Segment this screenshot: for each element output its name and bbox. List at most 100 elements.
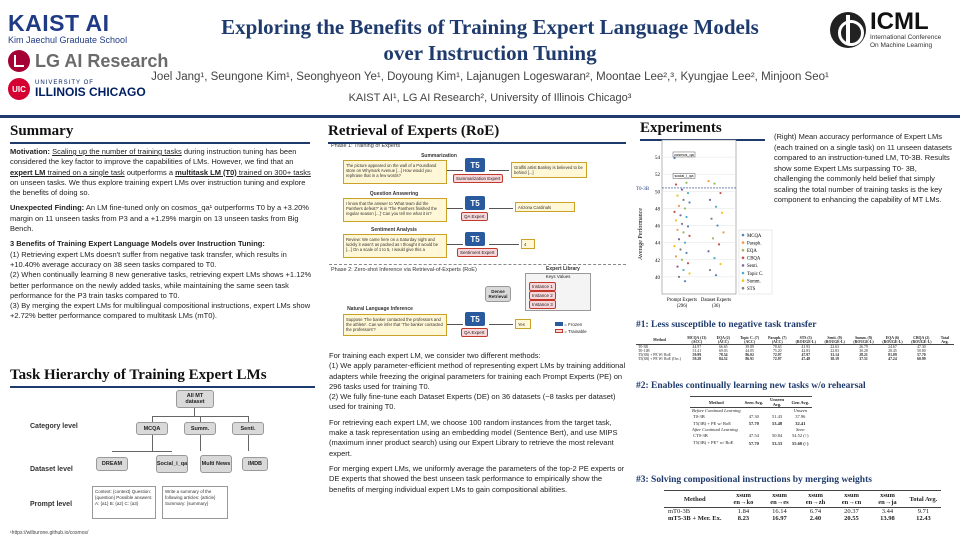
icml-logo-text: ICML — [870, 8, 929, 35]
table1-cell: 78.63 — [773, 345, 782, 349]
table1-cell: 84.52 — [719, 357, 728, 361]
table2-cell: 54.52 (↑) — [792, 433, 809, 438]
table1-cell: 86.02 — [745, 353, 754, 357]
table3-cell: 12.43 — [916, 515, 931, 522]
legend-frozen-trainable: = Frozen = Trainable — [555, 321, 587, 335]
table1-cell: 59.99 — [692, 353, 702, 357]
kaist-logo: KAIST AI Kim Jaechul Graduate School — [8, 10, 127, 45]
table1-cell: 59.28 — [692, 357, 702, 361]
table1-cell: 47.24 — [888, 357, 897, 361]
table1-cell: 50.80 — [917, 349, 926, 353]
roe-train-paragraph: For training each expert LM, we consider… — [329, 351, 626, 412]
chart-point — [685, 215, 688, 219]
chart-ytick-label: 50 — [655, 190, 661, 195]
roe-description: For training each expert LM, we consider… — [329, 351, 626, 500]
legend-swatch — [741, 241, 745, 244]
table2-cell: 47.30 — [748, 414, 759, 419]
expert-scatter-chart: Average Performance 40 42 44 46 48 50 52 54 T0-3… — [636, 139, 773, 309]
dataset-imdb: IMDB — [242, 457, 268, 471]
table3-header: xsum en→ja — [869, 490, 906, 508]
chart-point — [707, 179, 710, 183]
annotation-cosmos-qa: cosmos_qa — [674, 153, 694, 157]
hier-root: All MT dataset — [176, 390, 214, 408]
legend-swatch — [741, 279, 745, 282]
table2-cell: T0-3B — [693, 414, 705, 419]
qa-input: I know that the answer to 'What team did… — [343, 198, 447, 222]
chart-point — [713, 256, 716, 260]
legend-label: MCQA — [747, 234, 762, 239]
annotation-box-social — [672, 173, 696, 179]
expert-library-box: Keys Values Instance 1 Instance 2 Instan… — [525, 273, 591, 311]
table-negative-transfer: Method MCQA (13) (ACC) EQA (2) (ACC) Topic … — [636, 336, 954, 361]
sentiment-input: Review: We came here on a Saturday night… — [343, 234, 447, 258]
annotation-social-i-qa: social_i_qa — [675, 174, 695, 178]
table1-cell: 33.14 — [830, 353, 839, 357]
table1-header: Senti. (9) (ROUGE-L) — [820, 336, 850, 345]
task-hierarchy-figure: All MT dataset Category level Dataset le… — [8, 383, 313, 528]
table1-header: Summ. (9) (ROUGE-L) — [849, 336, 878, 345]
benefits-paragraph: 3 Benefits of Training Expert Language M… — [10, 239, 312, 321]
t5-summarization: T5 — [465, 158, 485, 172]
table1-cell: 81.09 — [888, 353, 897, 357]
poster-title: Exploring the Benefits of Training Exper… — [190, 14, 790, 66]
chart-reference-label: T0-3B — [636, 187, 650, 192]
experiments-description: (Right) Mean accuracy performance of Exp… — [774, 132, 952, 204]
table1-cell: 22.63 — [830, 345, 839, 349]
chart-ytick-label: 48 — [655, 207, 661, 212]
chart-point — [714, 205, 718, 208]
library-instance-2: Instance 2 — [529, 291, 556, 300]
chart-point — [719, 191, 722, 195]
t5-inference: T5 — [465, 312, 485, 326]
chart-point — [708, 198, 712, 201]
table2-cell: 57.70 — [748, 440, 759, 446]
chart-xtick-count: (296) — [677, 304, 688, 309]
kaist-logo-text: KAIST AI — [8, 10, 110, 36]
table1-cell: 47.48 — [801, 357, 810, 361]
table3-cell: 6.74 — [809, 508, 822, 515]
sentiment-expert-tag: Sentiment Expert — [457, 248, 498, 257]
table1-cell: 72.97 — [773, 353, 782, 357]
table2-header: Gen Avg. — [789, 396, 812, 408]
chart-ytick-label: 40 — [655, 276, 661, 281]
table1-header: MCQA (13) (ACC) — [683, 336, 711, 345]
chart-point — [686, 225, 690, 228]
dataset-social-i-qa: Social_i_qa — [156, 455, 188, 473]
uic-logo-line1: UNIVERSITY OF — [35, 80, 94, 86]
legend-swatch — [741, 233, 745, 237]
category-mcqa: MCQA — [136, 422, 168, 435]
table3-cell: 2.40 — [809, 515, 822, 522]
chart-ytick-label: 42 — [655, 259, 661, 264]
chart-point — [717, 243, 721, 246]
table1-cell: T0-3B — [638, 345, 648, 349]
chart-ylabel: Average Performance — [637, 208, 644, 260]
table1-cell: 60.99 — [917, 357, 926, 361]
table1-row: T5(3B) + PE W/ RoE (Orc.) 59.28 84.52 86.91… — [636, 357, 954, 361]
table3-cell: 16.97 — [772, 515, 787, 522]
chart-xtick-label: Dataset Experts — [701, 298, 731, 303]
table1-header: STS (3) (ROUGE-L) — [791, 336, 821, 345]
chart-point — [677, 204, 681, 207]
table2-cell: T5(3B) + PE⁺ w/ RoE — [693, 440, 734, 445]
table2-row: T5(3B) + PE w/ RoE 57.70 53.48 32.41 — [690, 420, 812, 427]
table3-cell: 13.98 — [880, 515, 895, 522]
table1-cell: 75.20 — [773, 349, 782, 353]
chart-point — [711, 237, 715, 240]
table3-cell: 8.23 — [737, 515, 750, 522]
chart-point — [685, 251, 688, 255]
annotation-box-cosmos — [672, 151, 696, 158]
table1-cell: T5(3B) + PE W/ RoE (Orc.) — [638, 357, 681, 361]
table2-row: T0-3B 47.30 51.43 37.96 — [690, 413, 812, 420]
chart-point — [679, 248, 682, 251]
table1-cell: 42.83 — [801, 349, 810, 353]
finding2-title: #2: Enables continually learning new tas… — [636, 381, 866, 391]
phase2-label: Phase 2: Zero-shot Inference via Retriev… — [331, 267, 477, 273]
chart-point — [673, 244, 676, 248]
table1-header: Total Avg. — [935, 336, 954, 345]
qa-label: Question Answering — [369, 191, 419, 197]
table1-cell: 28.21 — [859, 353, 868, 357]
table2-cell: T5(3B) + PE w/ RoE — [693, 421, 732, 426]
chart-point — [720, 211, 724, 214]
table3-row: mT0-3B 1.84 16.14 6.74 20.37 3.44 9.71 — [664, 508, 941, 515]
table3-header: Method — [664, 490, 726, 508]
table3-row: mT5-3B + Mer. Ex. 8.23 16.97 2.40 20.55 13.98… — [664, 515, 941, 522]
